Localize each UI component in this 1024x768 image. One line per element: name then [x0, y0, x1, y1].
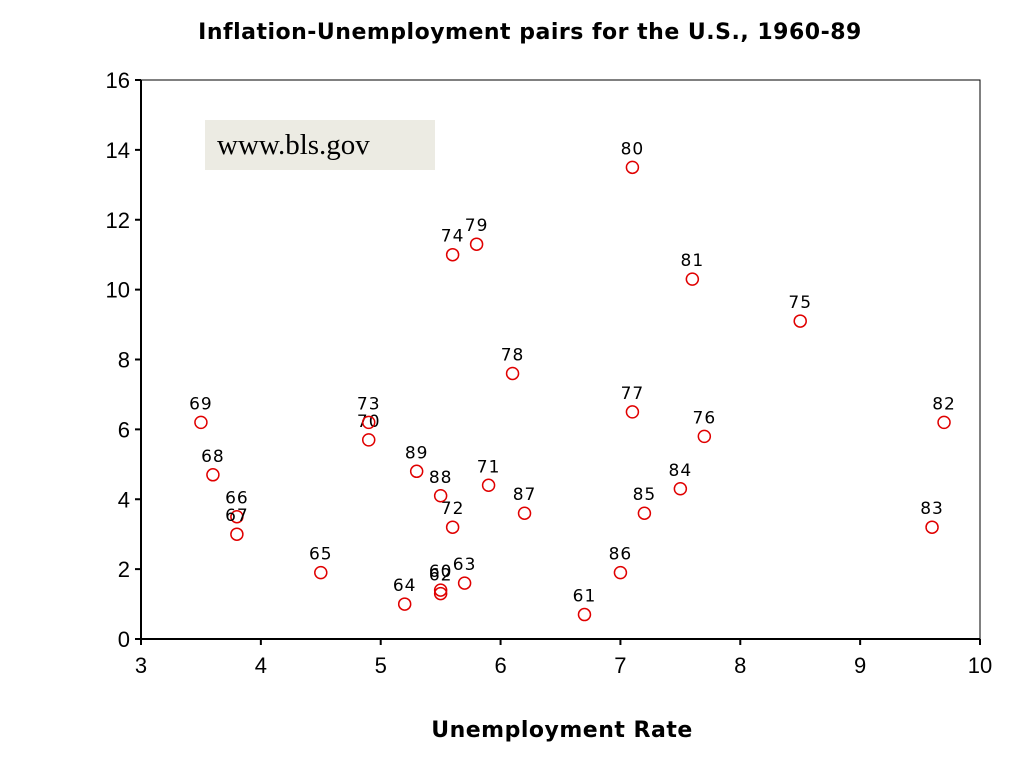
- data-point: [397, 597, 412, 611]
- data-point: [925, 520, 939, 534]
- data-point: [481, 478, 496, 493]
- data-point-label: 85: [633, 485, 657, 505]
- data-point-label: 66: [225, 489, 249, 509]
- data-point-label: 83: [920, 499, 944, 519]
- y-tick-label: 2: [118, 557, 130, 582]
- data-point-label: 61: [573, 587, 597, 607]
- data-point: [637, 506, 652, 520]
- data-point: [230, 527, 244, 541]
- x-tick-label: 10: [968, 653, 992, 678]
- data-point: [457, 576, 472, 590]
- data-point: [445, 520, 460, 534]
- data-point-label: 79: [465, 216, 489, 236]
- data-point: [793, 314, 807, 328]
- data-point-label: 64: [393, 576, 417, 596]
- y-tick-label: 6: [118, 417, 130, 442]
- data-point-label: 65: [309, 545, 333, 565]
- data-point-label: 70: [357, 412, 381, 432]
- data-point-label: 78: [501, 345, 525, 365]
- data-point: [409, 464, 424, 479]
- data-point-label: 86: [609, 545, 633, 565]
- data-point-label: 88: [429, 468, 453, 488]
- y-tick-label: 12: [106, 208, 130, 233]
- source-annotation: www.bls.gov: [217, 129, 370, 161]
- data-point-label: 80: [621, 139, 645, 159]
- data-point: [433, 586, 448, 601]
- data-point-label: 84: [669, 461, 693, 481]
- y-tick-label: 4: [118, 487, 130, 512]
- data-point: [673, 482, 688, 496]
- y-tick-label: 10: [106, 278, 130, 303]
- x-tick-label: 9: [854, 653, 866, 678]
- data-point-label: 69: [189, 394, 213, 414]
- data-point-label: 77: [621, 384, 645, 404]
- data-point: [361, 415, 376, 430]
- data-point-label: 60: [429, 562, 453, 582]
- data-point: [194, 415, 208, 430]
- data-point: [937, 415, 951, 430]
- data-point: [577, 607, 592, 622]
- data-point: [445, 247, 460, 262]
- data-point-label: 68: [201, 447, 225, 467]
- data-point-label: 87: [513, 485, 537, 505]
- data-point: [469, 237, 484, 251]
- source-annotation-box: www.bls.gov: [205, 120, 435, 170]
- chart-title: Inflation-Unemployment pairs for the U.S…: [198, 20, 862, 45]
- y-tick-label: 8: [118, 348, 130, 373]
- data-point-label: 72: [441, 499, 465, 519]
- data-point: [206, 468, 220, 482]
- data-points: 6162636465666768697071727374757677787980…: [189, 139, 956, 622]
- data-point: [230, 509, 244, 524]
- data-point-label: 67: [225, 506, 249, 526]
- data-point: [625, 405, 640, 419]
- y-tick-label: 0: [118, 627, 130, 652]
- data-point: [505, 366, 520, 381]
- x-tick-label: 3: [135, 653, 147, 678]
- data-point: [517, 506, 532, 520]
- y-tick-label: 16: [106, 68, 130, 93]
- y-tick-label: 14: [106, 138, 130, 163]
- data-point-label: 62: [429, 566, 453, 586]
- data-point-label: 73: [357, 394, 381, 414]
- x-axis-title: Unemployment Rate: [431, 718, 693, 743]
- data-point-label: 76: [693, 408, 717, 428]
- data-point-label: 81: [681, 251, 705, 271]
- data-point: [685, 272, 700, 286]
- data-point-label: 75: [788, 293, 812, 313]
- data-point: [314, 565, 328, 580]
- data-point: [433, 583, 448, 597]
- data-point-label: 89: [405, 443, 429, 463]
- x-tick-label: 7: [614, 653, 626, 678]
- data-point: [613, 565, 628, 580]
- x-tick-label: 4: [255, 653, 267, 678]
- data-point: [433, 489, 448, 503]
- data-point: [361, 433, 376, 447]
- data-point-label: 63: [453, 555, 477, 575]
- data-point-label: 71: [477, 457, 501, 477]
- x-tick-label: 5: [375, 653, 387, 678]
- data-point: [697, 429, 712, 444]
- data-point-label: 82: [932, 394, 956, 414]
- x-tick-label: 8: [734, 653, 746, 678]
- data-point-label: 74: [441, 227, 465, 247]
- data-point: [625, 160, 640, 175]
- x-tick-label: 6: [494, 653, 506, 678]
